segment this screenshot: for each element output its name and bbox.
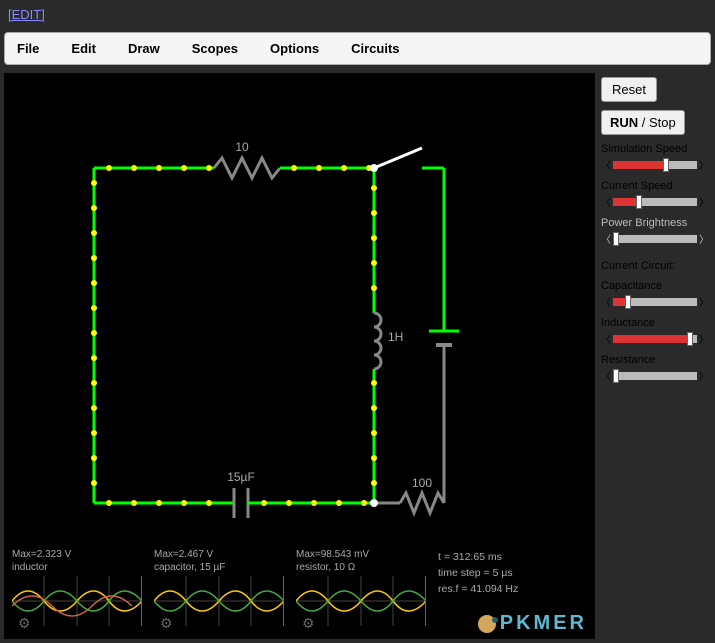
circuit-canvas[interactable]: 10 1H 15µF (4, 73, 595, 639)
menu-file[interactable]: File (13, 39, 43, 58)
menu-draw[interactable]: Draw (124, 39, 164, 58)
chevron-left-icon[interactable]: 〈 (601, 194, 611, 209)
circuit-diagram: 10 1H 15µF (4, 73, 574, 533)
slider-label: Current Speed (601, 180, 709, 192)
chevron-right-icon[interactable]: 〉 (699, 194, 709, 209)
chevron-left-icon[interactable]: 〈 (601, 368, 611, 383)
slider-track[interactable] (613, 335, 697, 343)
scope-capacitor[interactable]: Max=2.467 Vcapacitor, 15 µF ⚙ (154, 548, 284, 635)
slider-current-speed[interactable]: Current Speed 〈 〉 (601, 180, 709, 209)
slider-label: Power Brightness (601, 217, 709, 229)
chevron-left-icon: 〈 (601, 231, 611, 246)
slider-label: Simulation Speed (601, 143, 709, 155)
gear-icon[interactable]: ⚙ (302, 615, 315, 632)
chevron-right-icon[interactable]: 〉 (699, 294, 709, 309)
slider-track[interactable] (613, 161, 697, 169)
reset-button[interactable]: Reset (601, 77, 657, 102)
slider-track[interactable] (613, 298, 697, 306)
slider-track (613, 235, 697, 243)
run-stop-button[interactable]: RUN / Stop (601, 110, 685, 135)
chevron-left-icon[interactable]: 〈 (601, 157, 611, 172)
svg-text:15µF: 15µF (227, 470, 255, 484)
current-circuit-label: Current Circuit: (601, 260, 709, 272)
pkmer-logo: PKMER (478, 612, 587, 635)
scope-resistor[interactable]: Max=98.543 mVresistor, 10 Ω ⚙ (296, 548, 426, 635)
edit-link[interactable]: [EDIT] (8, 7, 45, 22)
menu-scopes[interactable]: Scopes (188, 39, 242, 58)
slider-inductance[interactable]: Inductance 〈 〉 (601, 317, 709, 346)
slider-label: Capacitance (601, 280, 709, 292)
menu-edit[interactable]: Edit (67, 39, 100, 58)
svg-text:10: 10 (235, 140, 249, 154)
menu-circuits[interactable]: Circuits (347, 39, 403, 58)
chevron-left-icon[interactable]: 〈 (601, 331, 611, 346)
chevron-right-icon[interactable]: 〉 (699, 331, 709, 346)
scope-inductor[interactable]: Max=2.323 Vinductor ⚙ (12, 548, 142, 635)
svg-text:1H: 1H (388, 330, 403, 344)
slider-simulation-speed[interactable]: Simulation Speed 〈 〉 (601, 143, 709, 172)
chevron-right-icon[interactable]: 〉 (699, 368, 709, 383)
chevron-right-icon: 〉 (699, 231, 709, 246)
slider-capacitance[interactable]: Capacitance 〈 〉 (601, 280, 709, 309)
sidebar: Reset RUN / Stop Simulation Speed〈〉Curre… (595, 69, 715, 643)
slider-track[interactable] (613, 198, 697, 206)
gear-icon[interactable]: ⚙ (160, 615, 173, 632)
svg-text:100: 100 (412, 476, 432, 490)
chevron-right-icon[interactable]: 〉 (699, 157, 709, 172)
gear-icon[interactable]: ⚙ (18, 615, 31, 632)
slider-track[interactable] (613, 372, 697, 380)
slider-resistance[interactable]: Resistance 〈 〉 (601, 354, 709, 383)
slider-label: Resistance (601, 354, 709, 366)
slider-label: Inductance (601, 317, 709, 329)
menu-options[interactable]: Options (266, 39, 323, 58)
slider-power-brightness: Power Brightness 〈 〉 (601, 217, 709, 246)
menubar: File Edit Draw Scopes Options Circuits (4, 32, 711, 65)
chevron-left-icon[interactable]: 〈 (601, 294, 611, 309)
